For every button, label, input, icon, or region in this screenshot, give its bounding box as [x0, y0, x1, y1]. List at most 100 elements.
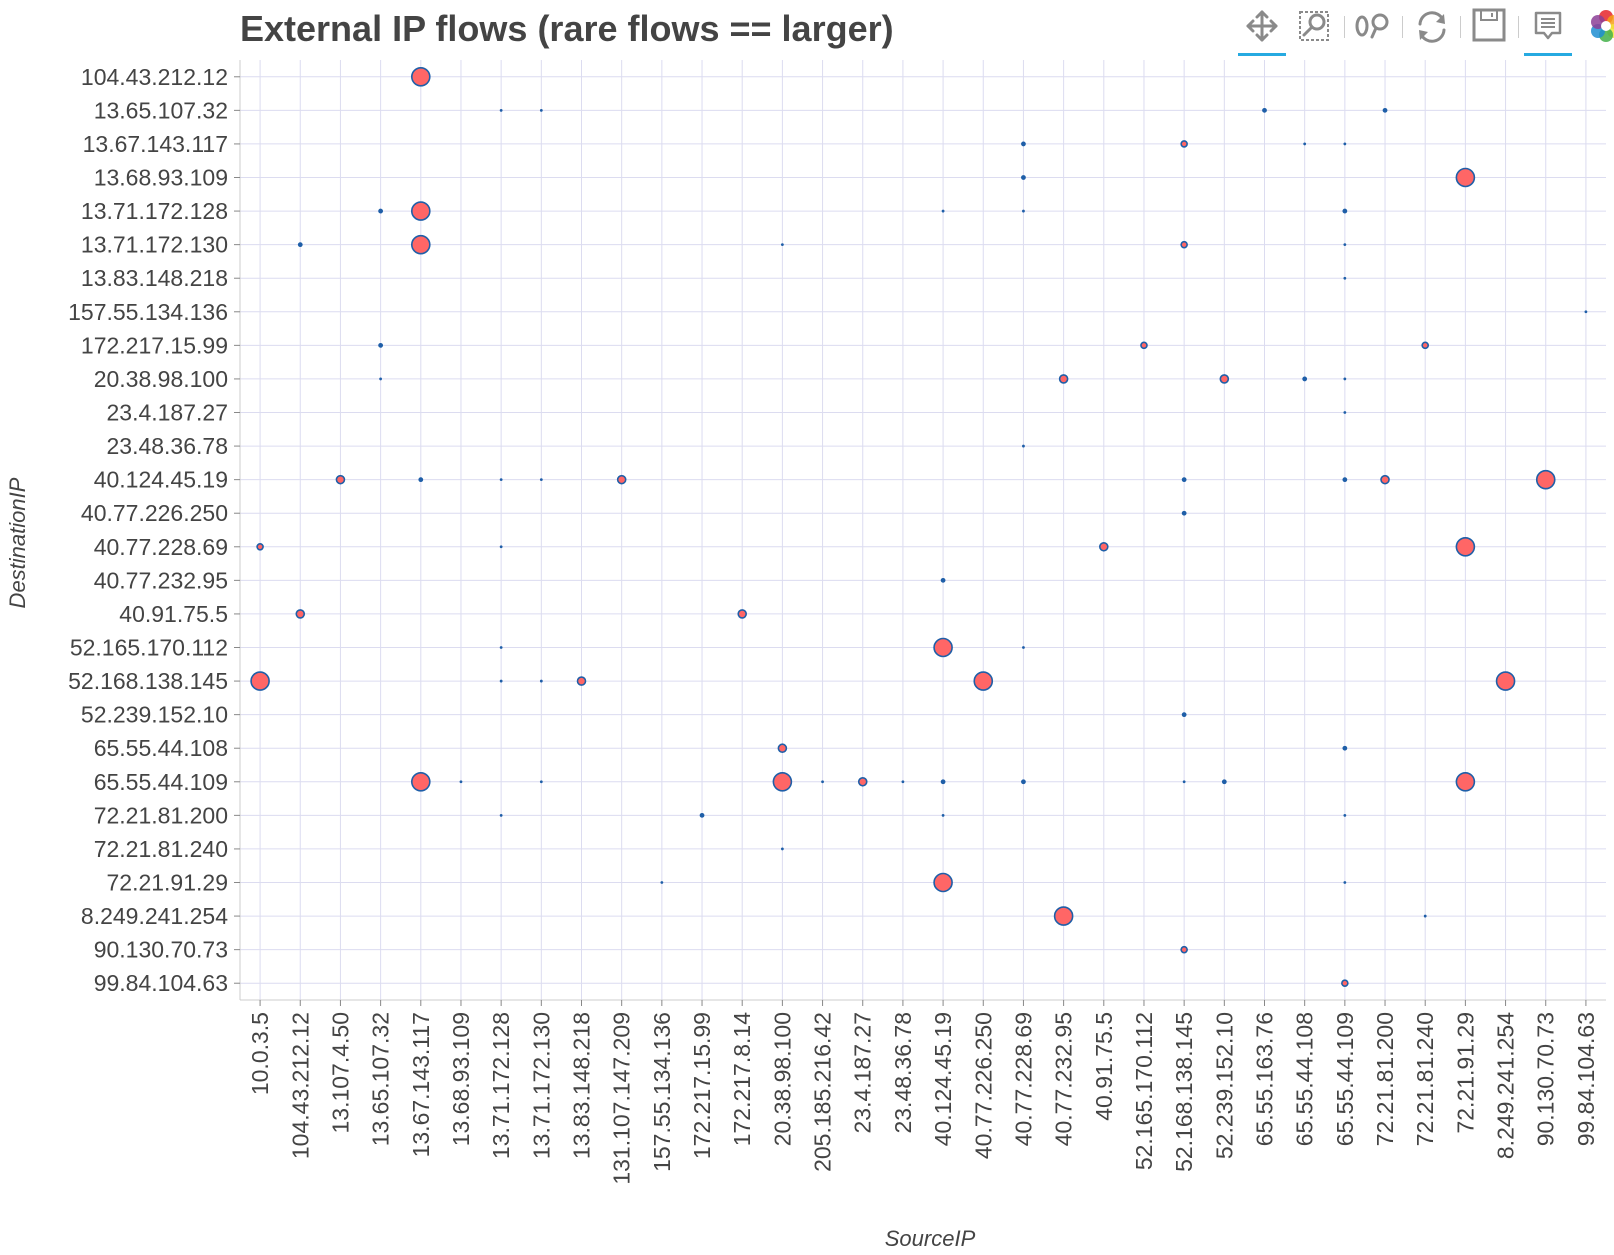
scatter-point[interactable] [933, 637, 953, 658]
scatter-point[interactable] [940, 779, 946, 785]
scatter-point[interactable] [1342, 745, 1348, 751]
scatter-point[interactable] [1181, 712, 1187, 718]
scatter-point[interactable] [1380, 474, 1390, 485]
scatter-point[interactable] [1421, 341, 1430, 350]
toolbar-separator [1460, 16, 1461, 38]
scatter-point[interactable] [378, 342, 384, 348]
scatter-point[interactable] [699, 812, 705, 818]
scatter-point[interactable] [1058, 374, 1069, 384]
scatter-point[interactable] [780, 243, 784, 247]
y-tick-label: 23.48.36.78 [106, 433, 228, 459]
scatter-point[interactable] [940, 577, 946, 583]
scatter-point[interactable] [1343, 142, 1347, 146]
scatter-point[interactable] [1180, 140, 1188, 148]
scatter-point[interactable] [295, 609, 306, 619]
scatter-point[interactable] [1053, 906, 1074, 926]
scatter-point[interactable] [1303, 142, 1307, 146]
scatter-point[interactable] [499, 813, 503, 817]
pan-tool[interactable] [1236, 4, 1288, 56]
scatter-point[interactable] [256, 542, 264, 551]
scatter-point[interactable] [297, 242, 303, 248]
scatter-point[interactable] [499, 108, 503, 112]
scatter-point[interactable] [1181, 510, 1187, 516]
scatter-point[interactable] [1140, 341, 1148, 350]
scatter-point[interactable] [1343, 276, 1347, 280]
x-tick-label: 40.77.226.250 [970, 1012, 996, 1159]
scatter-point[interactable] [539, 478, 543, 482]
scatter-point[interactable] [737, 609, 748, 619]
scatter-point[interactable] [410, 201, 431, 221]
scatter-point[interactable] [1098, 541, 1109, 552]
scatter-point[interactable] [821, 780, 824, 784]
scatter-point[interactable] [1221, 779, 1227, 785]
scatter-point[interactable] [1495, 671, 1516, 691]
scatter-point[interactable] [1262, 107, 1267, 113]
scatter-point[interactable] [933, 872, 953, 893]
scatter-point[interactable] [973, 671, 994, 691]
scatter-point[interactable] [1180, 945, 1188, 954]
scatter-point[interactable] [1584, 310, 1588, 314]
scatter-point[interactable] [1022, 646, 1025, 649]
scatter-point[interactable] [1343, 411, 1347, 414]
scatter-point[interactable] [378, 208, 384, 214]
scatter-point[interactable] [539, 679, 543, 683]
scatter-point[interactable] [1455, 771, 1476, 792]
scatter-point[interactable] [459, 780, 463, 784]
y-tick-label: 20.38.98.100 [94, 366, 228, 392]
scatter-point[interactable] [616, 474, 627, 485]
x-tick-label: 52.168.138.145 [1171, 1012, 1197, 1172]
scatter-point[interactable] [1535, 469, 1556, 490]
wheel-zoom-tool[interactable] [1348, 4, 1400, 56]
scatter-point[interactable] [1423, 914, 1427, 918]
hover-tool[interactable] [1522, 4, 1574, 56]
box-zoom-tool[interactable] [1290, 4, 1342, 56]
scatter-point[interactable] [941, 813, 945, 817]
scatter-point[interactable] [539, 780, 543, 784]
scatter-point[interactable] [1341, 979, 1349, 988]
scatter-point[interactable] [1343, 813, 1347, 817]
scatter-point[interactable] [576, 676, 587, 686]
scatter-point[interactable] [499, 478, 503, 482]
scatter-point[interactable] [1219, 374, 1230, 384]
scatter-point[interactable] [410, 66, 431, 87]
scatter-point[interactable] [1021, 141, 1026, 147]
scatter-point[interactable] [335, 474, 346, 485]
scatter-point[interactable] [1342, 477, 1348, 483]
scatter-point[interactable] [499, 545, 503, 549]
save-tool[interactable] [1464, 4, 1516, 56]
scatter-point[interactable] [1455, 167, 1476, 188]
scatter-point[interactable] [1455, 536, 1476, 557]
scatter-point[interactable] [1180, 240, 1188, 249]
scatter-point[interactable] [1021, 175, 1026, 180]
scatter-point[interactable] [1343, 243, 1347, 247]
scatter-point[interactable] [777, 743, 788, 754]
scatter-point[interactable] [250, 671, 270, 691]
scatter-point[interactable] [410, 234, 431, 255]
bokeh-logo[interactable] [1580, 4, 1614, 56]
scatter-point[interactable] [379, 377, 383, 381]
scatter-point[interactable] [539, 108, 543, 112]
scatter-point[interactable] [1022, 444, 1025, 448]
reset-tool[interactable] [1406, 4, 1458, 56]
scatter-point[interactable] [1181, 477, 1187, 483]
scatter-point[interactable] [772, 771, 793, 792]
x-tick-label: 23.4.187.27 [850, 1012, 876, 1134]
scatter-point[interactable] [941, 209, 945, 213]
scatter-point[interactable] [1302, 376, 1308, 382]
scatter-point[interactable] [1343, 881, 1347, 884]
scatter-point[interactable] [1342, 208, 1348, 214]
scatter-point[interactable] [499, 646, 503, 649]
scatter-point[interactable] [780, 847, 784, 851]
scatter-point[interactable] [499, 679, 503, 683]
scatter-point[interactable] [1021, 779, 1026, 785]
scatter-point[interactable] [418, 477, 424, 483]
scatter-point[interactable] [1343, 377, 1347, 381]
scatter-point[interactable] [660, 881, 664, 884]
scatter-point[interactable] [1022, 209, 1025, 213]
scatter-point[interactable] [1382, 107, 1388, 113]
scatter-point[interactable] [901, 780, 905, 784]
scatter-point[interactable] [1182, 780, 1186, 784]
scatter-point[interactable] [410, 771, 431, 792]
scatter-point[interactable] [857, 776, 868, 787]
